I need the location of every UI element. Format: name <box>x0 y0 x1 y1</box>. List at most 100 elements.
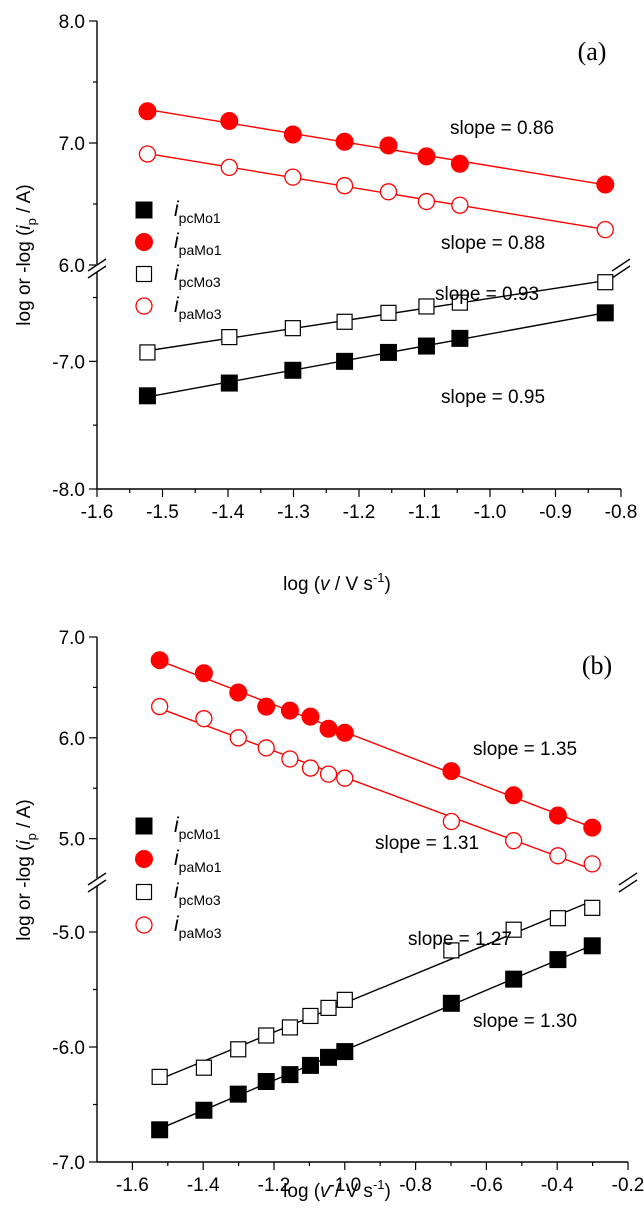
data-point-ipaMo1 <box>194 664 213 683</box>
data-point-ipcMo3 <box>230 1041 247 1058</box>
data-point-ipaMo1 <box>335 132 354 151</box>
data-point-ipcMo3 <box>151 1068 168 1086</box>
data-point-ipcMo3 <box>549 910 567 927</box>
data-point-ipcMo1 <box>257 1073 275 1090</box>
y-tick-label: -6.0 <box>52 1038 85 1059</box>
data-point-ipcMo1 <box>451 329 469 347</box>
y-tick-label: 6.0 <box>59 256 85 277</box>
data-point-ipcMo1 <box>336 352 354 370</box>
data-point-ipcMo1 <box>151 1121 169 1139</box>
data-point-ipaMo3 <box>138 145 157 163</box>
slope-label-ipcMo3: slope = 1.27 <box>408 929 512 950</box>
x-tick-label: -1.3 <box>277 502 310 523</box>
data-point-ipcMo3 <box>443 942 460 959</box>
data-point-ipcMo3 <box>302 1007 319 1025</box>
data-point-ipaMo1 <box>257 697 276 716</box>
x-tick-label: -0.2 <box>612 1175 644 1196</box>
slope-label-ipcMo1: slope = 0.95 <box>441 387 545 408</box>
data-point-ipaMo3 <box>549 847 567 865</box>
legend-marker-ipaMo3 <box>135 916 153 934</box>
data-point-ipcMo3 <box>221 329 238 346</box>
data-point-ipcMo3 <box>258 1027 275 1044</box>
slope-label-ipcMo3: slope = 0.93 <box>435 284 539 305</box>
y-tick-label: 7.0 <box>59 628 85 649</box>
axis-break-mark <box>611 258 631 272</box>
data-point-ipcMo3 <box>505 921 522 938</box>
axis-break-mark <box>87 879 107 893</box>
y-axis-title: log or -log (ip / A) <box>14 184 39 325</box>
data-point-ipaMo1 <box>417 147 436 166</box>
legend-label-ipcMo3: ipcMo3 <box>174 262 221 290</box>
panel-label: (a) <box>578 37 607 66</box>
legend-marker-ipcMo3 <box>135 883 153 901</box>
fit-line-ipcMo1 <box>159 944 593 1130</box>
data-point-ipaMo3 <box>336 769 354 787</box>
data-point-ipcMo3 <box>336 991 353 1008</box>
data-point-ipaMo1 <box>442 762 461 781</box>
axis-break-mark <box>611 265 631 279</box>
data-point-ipaMo3 <box>257 739 275 757</box>
x-axis-title: log (v / V s-1) <box>283 1177 391 1202</box>
data-point-ipaMo1 <box>150 651 169 670</box>
x-tick-label: -1.0 <box>474 502 507 523</box>
data-point-ipaMo1 <box>138 102 157 121</box>
data-point-ipaMo3 <box>379 183 398 201</box>
data-point-ipaMo3 <box>284 168 302 186</box>
legend-label-ipaMo3: ipaMo3 <box>174 294 222 322</box>
data-point-ipaMo1 <box>229 683 248 702</box>
data-point-ipaMo1 <box>319 719 338 738</box>
y-tick-label: -8.0 <box>52 480 85 501</box>
y-tick-label: -5.0 <box>52 923 85 944</box>
legend-marker-ipcMo1 <box>135 201 153 219</box>
slope-label-ipaMo3: slope = 1.31 <box>375 833 479 854</box>
data-point-ipaMo3 <box>195 710 213 728</box>
data-point-ipaMo1 <box>596 175 615 194</box>
data-point-ipcMo3 <box>380 304 397 321</box>
slope-label-ipaMo3: slope = 0.88 <box>441 233 545 254</box>
data-point-ipaMo1 <box>335 723 354 742</box>
data-point-ipcMo1 <box>505 970 523 988</box>
x-tick-label: -0.9 <box>539 502 572 523</box>
data-point-ipcMo1 <box>379 343 397 361</box>
data-point-ipcMo1 <box>336 1043 354 1061</box>
data-point-ipaMo3 <box>442 812 461 831</box>
y-tick-label: 6.0 <box>59 729 85 750</box>
data-point-ipaMo1 <box>301 707 320 726</box>
y-tick-label: -7.0 <box>52 352 85 373</box>
x-tick-label: -1.4 <box>187 1175 220 1196</box>
data-point-ipaMo3 <box>417 192 436 211</box>
legend-label-ipcMo3: ipcMo3 <box>174 880 221 908</box>
x-tick-label: -0.6 <box>470 1175 503 1196</box>
x-tick-label: -1.6 <box>81 502 114 523</box>
data-point-ipaMo1 <box>450 154 469 173</box>
data-point-ipcMo1 <box>281 1066 299 1084</box>
x-tick-label: -1.6 <box>116 1175 149 1196</box>
y-tick-label: 5.0 <box>59 830 85 851</box>
data-point-ipcMo3 <box>139 344 156 361</box>
x-tick-label: -1.2 <box>343 502 376 523</box>
legend-label-ipcMo1: ipcMo1 <box>174 814 221 842</box>
y-tick-label: 8.0 <box>59 12 85 33</box>
axis-break-mark <box>618 872 638 886</box>
x-axis-title: log (v / V s-1) <box>283 570 391 595</box>
data-point-ipaMo3 <box>220 158 238 177</box>
slope-label-ipaMo1: slope = 0.86 <box>450 118 554 139</box>
data-point-ipcMo1 <box>549 951 567 969</box>
data-point-ipaMo1 <box>220 112 239 131</box>
legend-label-ipcMo1: ipcMo1 <box>174 198 221 226</box>
axis-break-mark <box>87 265 107 279</box>
x-tick-label: -0.8 <box>605 502 638 523</box>
data-point-ipaMo1 <box>504 786 523 805</box>
data-point-ipaMo3 <box>583 855 601 873</box>
legend-marker-ipaMo1 <box>135 850 153 868</box>
data-point-ipcMo3 <box>320 999 337 1017</box>
data-point-ipaMo3 <box>229 729 247 747</box>
data-point-ipcMo1 <box>442 994 460 1012</box>
x-tick-label: -1.2 <box>258 1175 291 1196</box>
legend-marker-ipaMo3 <box>135 297 153 315</box>
data-point-ipaMo3 <box>281 750 299 768</box>
data-point-ipcMo1 <box>284 361 302 379</box>
slope-label-ipcMo1: slope = 1.30 <box>473 1011 577 1032</box>
legend-label-ipaMo1: ipaMo1 <box>174 230 222 258</box>
legend-label-ipaMo3: ipaMo3 <box>174 913 222 941</box>
